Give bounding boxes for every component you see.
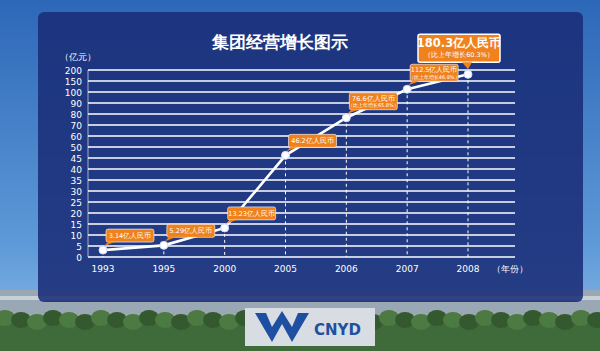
grid-line <box>88 168 515 169</box>
drop-line <box>468 74 469 257</box>
annotation: （比上年增长65.8%） <box>348 102 399 108</box>
grid-line <box>88 256 515 257</box>
root: CNYD 集团经营增长图示 0510152025303540455060708090… <box>0 0 600 351</box>
grid-line <box>88 91 515 92</box>
annotation: （比上年增长60.3%） <box>424 51 494 59</box>
x-tick-label: 2007 <box>396 264 419 274</box>
data-label: 46.2亿人民币 <box>291 137 333 145</box>
plot <box>99 70 472 257</box>
data-label: 13.23亿人民币 <box>228 210 275 218</box>
point <box>464 70 472 78</box>
y-tick-label: 5 <box>76 242 82 252</box>
logo-text: CNYD <box>314 321 361 339</box>
point <box>282 151 290 159</box>
grid-line <box>88 201 515 202</box>
grid-line <box>88 190 515 191</box>
y-tick-label: 30 <box>71 187 83 197</box>
label-pointer <box>226 220 237 224</box>
label-pointer <box>408 81 419 85</box>
label-box <box>106 229 154 242</box>
chart: CNYD 集团经营增长图示 0510152025303540455060708090… <box>0 0 600 351</box>
grid-line <box>88 212 515 213</box>
grid-line <box>88 113 515 114</box>
grid-line <box>88 124 515 125</box>
point <box>221 224 229 232</box>
panel <box>38 12 583 302</box>
y-tick-label: 200 <box>65 66 82 76</box>
y-tick-label: 10 <box>71 231 83 241</box>
x-tick-label: 2006 <box>335 264 358 274</box>
logo-mark <box>255 311 309 342</box>
grid-line <box>88 223 515 224</box>
x-tick-label: 1993 <box>92 264 115 274</box>
label-box <box>167 224 215 237</box>
point <box>99 246 107 254</box>
y-tick-label: 50 <box>71 143 83 153</box>
y-tick-label: 40 <box>71 165 83 175</box>
x-tick-label: 2000 <box>213 264 236 274</box>
grid-line <box>88 157 515 158</box>
drop-line <box>346 118 347 257</box>
drop-line <box>285 155 286 257</box>
grid-line <box>88 179 515 180</box>
y-tick-label: 45 <box>71 154 82 164</box>
y-tick-label: 25 <box>71 198 82 208</box>
line <box>103 74 468 250</box>
y-tick-label: 80 <box>71 110 83 120</box>
x-axis-label: （年份） <box>492 264 528 274</box>
data-label: 3.14亿人民币 <box>109 232 151 240</box>
label-pointer <box>287 147 298 151</box>
point <box>403 85 411 93</box>
label-pointer <box>165 237 176 241</box>
y-tick-label: 35 <box>71 176 82 186</box>
x-tick-label: 1995 <box>152 264 175 274</box>
tree <box>587 312 600 328</box>
label-pointer <box>462 62 472 69</box>
y-tick-label: 15 <box>71 220 82 230</box>
y-axis-label: （亿元） <box>60 52 96 62</box>
background <box>0 0 600 351</box>
y-tick-label: 20 <box>71 209 83 219</box>
title: 集团经营增长图示 <box>211 32 348 52</box>
point <box>342 114 350 122</box>
x-tick-label: 2008 <box>457 264 480 274</box>
label-box <box>289 134 337 147</box>
data-label: 180.3亿人民币 <box>417 36 501 50</box>
logo-wall <box>245 308 375 346</box>
label-pointer <box>347 110 358 114</box>
y-tick-label: 90 <box>71 99 83 109</box>
y-tick-label: 100 <box>65 88 82 98</box>
y-tick-label: 0 <box>76 253 82 263</box>
data-label: 5.29亿人民币 <box>170 227 212 235</box>
y-axis <box>88 70 89 257</box>
grid-line <box>88 102 515 103</box>
y-tick-label: 150 <box>65 77 82 87</box>
point <box>160 241 168 249</box>
x-tick-label: 2005 <box>274 264 297 274</box>
label-box <box>228 207 276 220</box>
label-pointer <box>104 242 115 246</box>
y-tick-label: 70 <box>71 121 83 131</box>
annotation: （比上年增长46.9%） <box>409 74 460 80</box>
y-tick-label: 60 <box>71 132 83 142</box>
drop-line <box>407 89 408 257</box>
